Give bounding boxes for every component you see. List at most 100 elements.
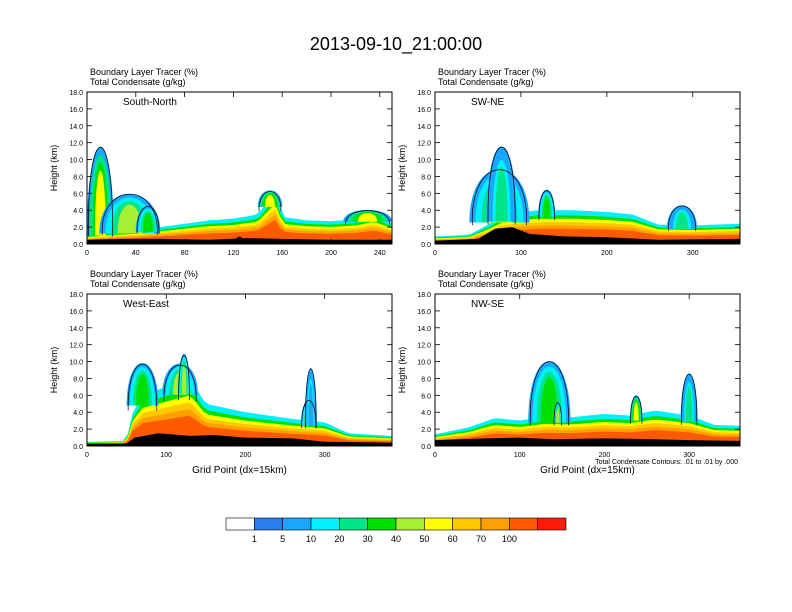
y-tick-label: 2.0 xyxy=(73,427,83,434)
colorbar-label: 10 xyxy=(306,534,316,544)
y-tick-label: 0.0 xyxy=(421,242,431,249)
x-axis-label: Grid Point (dx=15km) xyxy=(540,465,635,476)
y-tick-label: 12.0 xyxy=(417,343,431,350)
y-axis-label: Height (km) xyxy=(397,145,407,192)
panels: Boundary Layer Tracer (%)Total Condensat… xyxy=(49,67,741,476)
y-tick-label: 18.0 xyxy=(69,90,83,97)
y-tick-label: 2.0 xyxy=(421,427,431,434)
y-tick-label: 12.0 xyxy=(417,141,431,148)
colorbar-swatch xyxy=(452,517,482,531)
y-tick-label: 4.0 xyxy=(421,410,431,417)
y-tick-label: 16.0 xyxy=(417,309,431,316)
x-tick-label: 300 xyxy=(319,452,331,459)
condensate-contour-4 xyxy=(305,368,317,429)
x-tick-label: 200 xyxy=(325,250,337,257)
location-marker xyxy=(586,236,593,243)
y-tick-label: 14.0 xyxy=(69,326,83,333)
panel-label: West-East xyxy=(123,299,169,310)
y-axis-label: Height (km) xyxy=(397,347,407,394)
colorbar-label: 30 xyxy=(363,534,373,544)
y-tick-label: 10.0 xyxy=(417,158,431,165)
y-axis-label: Height (km) xyxy=(49,347,59,394)
fill-variable-label: Boundary Layer Tracer (%) xyxy=(90,269,198,279)
plume-4-level-3 xyxy=(308,383,314,426)
plume-0-level-3 xyxy=(540,377,558,423)
plot-frame xyxy=(86,91,393,245)
y-tick-label: 6.0 xyxy=(421,191,431,198)
colorbar-swatch xyxy=(310,517,340,531)
x-tick-label: 200 xyxy=(240,452,252,459)
colorbar-label: 50 xyxy=(419,534,429,544)
plume-2-level-3 xyxy=(633,402,639,421)
condensate-contour-3 xyxy=(668,205,696,231)
location-marker xyxy=(236,236,243,243)
y-axis-label: Height (km) xyxy=(49,145,59,192)
contour-variable-label: Total Condensate (g/kg) xyxy=(438,77,534,87)
plot-area xyxy=(87,146,392,244)
plume-3-level-3 xyxy=(685,386,693,422)
y-tick-label: 4.0 xyxy=(73,208,83,215)
colorbar-label: 40 xyxy=(391,534,401,544)
panel-label: NW-SE xyxy=(471,299,504,310)
condensate-contour-3 xyxy=(301,400,317,429)
x-tick-label: 0 xyxy=(433,250,437,257)
panel-west-east: Boundary Layer Tracer (%)Total Condensat… xyxy=(49,269,393,476)
condensate-contour-2 xyxy=(136,206,160,234)
y-tick-label: 18.0 xyxy=(69,292,83,299)
plume-2-level-3 xyxy=(143,213,153,232)
y-tick-label: 10.0 xyxy=(417,360,431,367)
y-tick-label: 10.0 xyxy=(69,360,83,367)
panel-label: South-North xyxy=(123,97,177,108)
plot-frame xyxy=(434,293,741,447)
colorbar-swatch xyxy=(424,517,453,531)
panel-nw-se: Boundary Layer Tracer (%)Total Condensat… xyxy=(397,269,741,476)
y-tick-label: 0.0 xyxy=(73,242,83,249)
y-tick-label: 16.0 xyxy=(69,309,83,316)
condensate-contour-0 xyxy=(472,169,527,226)
colorbar-label: 20 xyxy=(334,534,344,544)
x-tick-label: 240 xyxy=(374,250,386,257)
condensate-contour-2 xyxy=(538,190,555,221)
y-tick-label: 8.0 xyxy=(421,174,431,181)
x-tick-label: 0 xyxy=(85,452,89,459)
condensate-contour-1 xyxy=(101,193,158,235)
x-tick-label: 300 xyxy=(683,452,695,459)
fill-variable-label: Boundary Layer Tracer (%) xyxy=(438,67,546,77)
y-tick-label: 6.0 xyxy=(421,393,431,400)
x-tick-label: 100 xyxy=(160,452,172,459)
y-tick-label: 14.0 xyxy=(417,124,431,131)
y-tick-label: 8.0 xyxy=(73,376,83,383)
plume-1-level-3 xyxy=(495,166,508,222)
plume-3-level-3 xyxy=(675,211,689,229)
colorbar-swatch xyxy=(282,517,312,531)
colorbar-label: 100 xyxy=(502,534,517,544)
colorbar-swatch xyxy=(254,517,283,531)
y-tick-label: 8.0 xyxy=(73,174,83,181)
y-tick-label: 14.0 xyxy=(417,326,431,333)
y-tick-label: 16.0 xyxy=(417,107,431,114)
colorbar: 1 5 10 20 30 40 50 60 70 100 xyxy=(225,517,567,544)
x-tick-label: 200 xyxy=(599,452,611,459)
contour-note: Total Condensate Contours: .01 to .01 by… xyxy=(595,459,738,466)
y-tick-label: 2.0 xyxy=(73,225,83,232)
contour-variable-label: Total Condensate (g/kg) xyxy=(90,77,186,87)
y-tick-label: 10.0 xyxy=(69,158,83,165)
condensate-contour-0 xyxy=(87,147,113,237)
colorbar-swatch xyxy=(339,517,368,531)
colorbar-label: 70 xyxy=(476,534,486,544)
plot-frame xyxy=(434,91,741,245)
x-tick-label: 200 xyxy=(601,250,613,257)
condensate-contour-2 xyxy=(630,395,643,424)
colorbar-label: 1 xyxy=(252,534,257,544)
y-tick-label: 18.0 xyxy=(417,90,431,97)
plume-0-level-3 xyxy=(136,374,149,406)
panel-south-north: Boundary Layer Tracer (%)Total Condensat… xyxy=(49,67,393,257)
y-tick-label: 12.0 xyxy=(69,343,83,350)
plume-2-level-3 xyxy=(543,197,551,217)
x-tick-label: 80 xyxy=(181,250,189,257)
location-marker xyxy=(584,438,591,445)
contour-variable-label: Total Condensate (g/kg) xyxy=(438,279,534,289)
colorbar-swatch xyxy=(509,517,538,531)
x-tick-label: 40 xyxy=(132,250,140,257)
x-tick-label: 120 xyxy=(228,250,240,257)
